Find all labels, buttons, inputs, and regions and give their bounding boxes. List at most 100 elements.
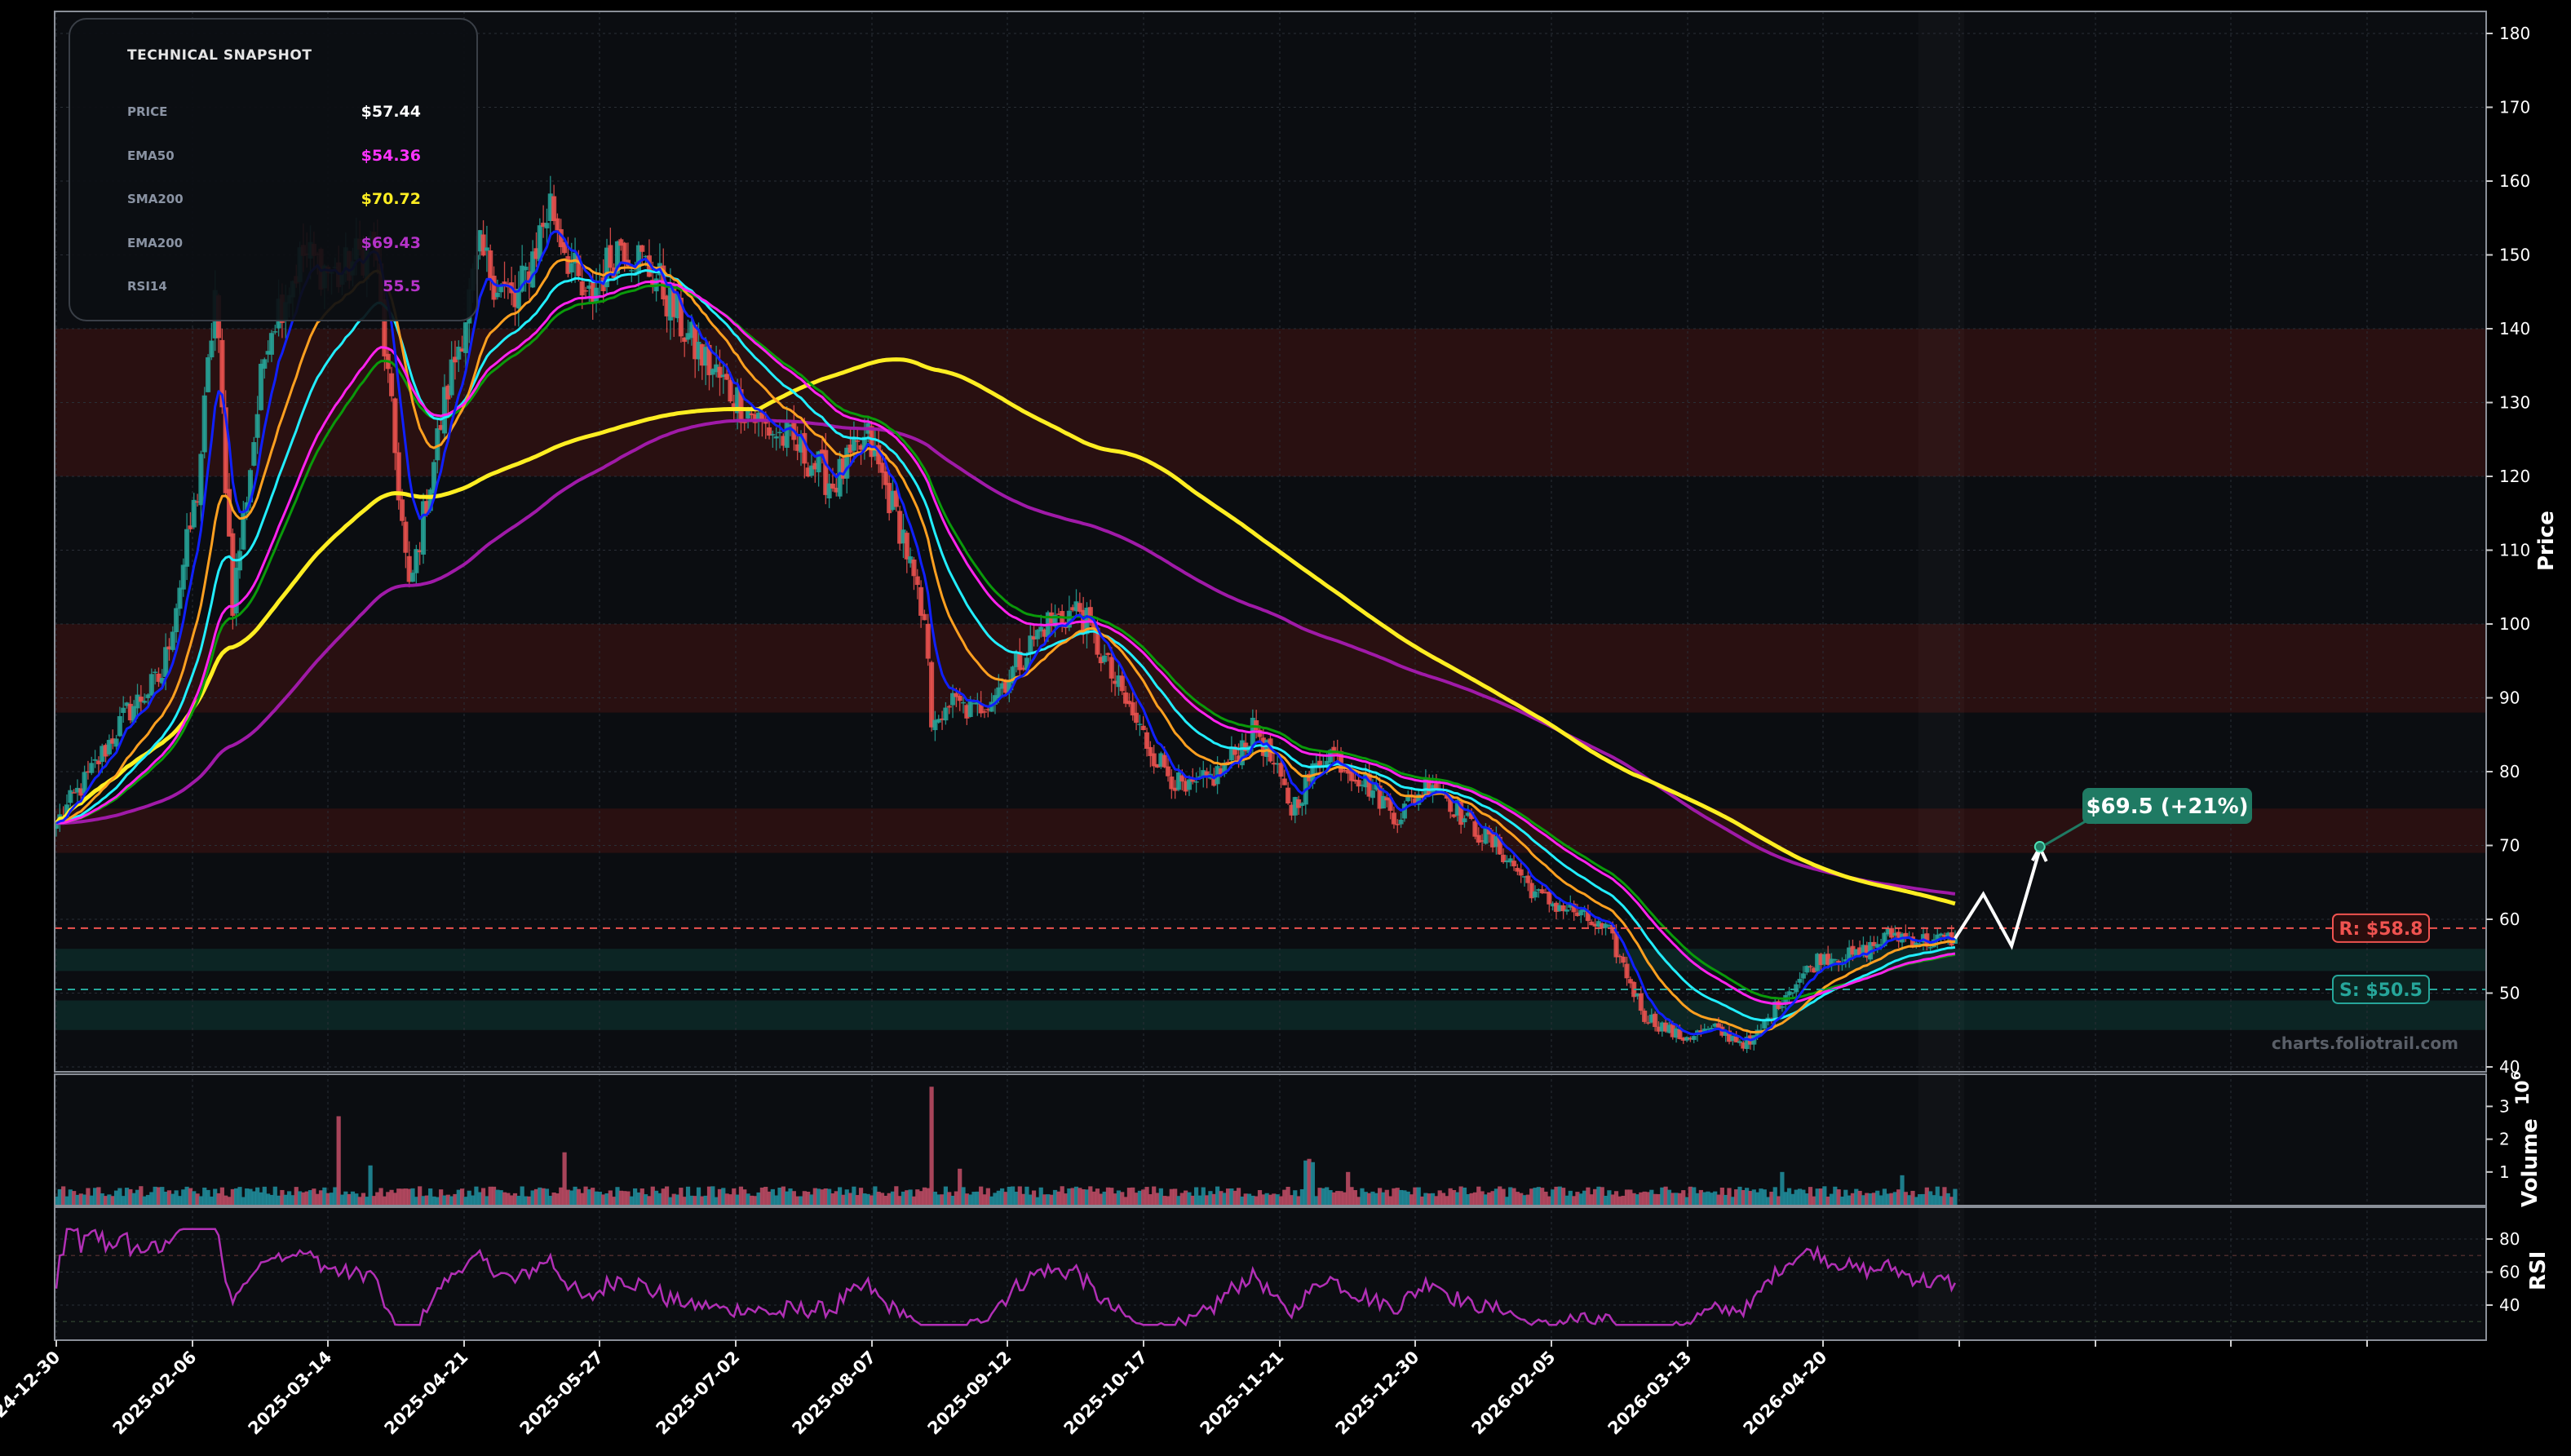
- volume-bar: [1405, 1191, 1410, 1205]
- candle-body: [643, 255, 648, 258]
- volume-bar: [1317, 1188, 1322, 1205]
- volume-bar: [1335, 1191, 1340, 1205]
- current-period-band: [1918, 11, 1964, 1340]
- volume-bar: [1719, 1187, 1724, 1205]
- volume-bar: [1882, 1188, 1887, 1205]
- volume-bar: [86, 1188, 91, 1205]
- volume-bar: [160, 1187, 165, 1205]
- volume-bar: [392, 1193, 397, 1205]
- candle-body: [251, 442, 257, 466]
- price-tick-label: 180: [2499, 24, 2530, 43]
- volume-bar: [54, 1196, 59, 1205]
- volume-bar: [1759, 1188, 1763, 1205]
- candle-body: [830, 483, 835, 489]
- candle-body: [1504, 860, 1510, 863]
- rsi-tick-label: 80: [2499, 1229, 2520, 1249]
- volume-bar: [1137, 1190, 1142, 1205]
- candle-body: [435, 428, 440, 461]
- x-tick-label: 2026-03-13: [1604, 1348, 1696, 1439]
- volume-bar: [887, 1193, 892, 1205]
- candle-body: [124, 702, 130, 706]
- candle-body: [1603, 923, 1609, 928]
- volume-bar: [1264, 1193, 1269, 1205]
- volume-bar: [1945, 1193, 1950, 1205]
- candle-body: [1550, 903, 1555, 907]
- volume-bar: [932, 1191, 938, 1205]
- volume-bar: [897, 1196, 902, 1205]
- volume-bar: [435, 1197, 440, 1205]
- volume-bar: [516, 1196, 521, 1205]
- volume-bar: [809, 1194, 814, 1205]
- candle-body: [191, 499, 197, 528]
- candle-body: [1829, 958, 1834, 967]
- volume-bar: [198, 1196, 204, 1205]
- support-label-text: S: $50.5: [2339, 980, 2423, 1001]
- volume-bar: [785, 1191, 790, 1205]
- volume-bar: [1727, 1188, 1732, 1205]
- candle-body: [512, 289, 518, 308]
- candle-body: [922, 613, 927, 621]
- candle-body: [494, 292, 500, 298]
- candle-body: [1151, 753, 1157, 767]
- volume-bar: [1801, 1189, 1806, 1205]
- volume-bar: [763, 1187, 768, 1205]
- candle-body: [770, 434, 776, 436]
- volume-bar: [774, 1195, 779, 1205]
- candle-body: [1172, 787, 1178, 791]
- volume-axis-title: Volume: [2518, 1118, 2542, 1207]
- volume-bar: [533, 1188, 539, 1205]
- volume-bar: [453, 1193, 458, 1205]
- volume-bar: [1861, 1195, 1866, 1205]
- volume-bar: [926, 1188, 931, 1205]
- candle-body: [449, 359, 454, 396]
- volume-bar: [858, 1188, 864, 1205]
- volume-bar: [1769, 1192, 1774, 1205]
- volume-bar: [1201, 1187, 1206, 1205]
- volume-bar: [901, 1191, 906, 1205]
- candle-body: [145, 694, 151, 698]
- volume-bar: [286, 1191, 292, 1205]
- candle-body: [148, 674, 154, 696]
- volume-bar: [728, 1194, 733, 1205]
- candle-body: [1896, 932, 1901, 942]
- volume-bar: [1250, 1195, 1255, 1205]
- candle-body: [1715, 1023, 1722, 1028]
- candle-body: [1888, 927, 1895, 938]
- volume-bar: [982, 1194, 987, 1205]
- volume-bar: [96, 1187, 101, 1205]
- volume-bar: [1624, 1189, 1630, 1205]
- candle-body: [1486, 828, 1492, 834]
- volume-bar: [1706, 1191, 1710, 1205]
- candle-body: [1190, 778, 1196, 782]
- volume-bar: [1123, 1197, 1128, 1205]
- candle-body: [1663, 1022, 1669, 1032]
- candle-body: [604, 247, 610, 288]
- volume-bar: [1762, 1189, 1767, 1205]
- candle-body: [1042, 629, 1047, 637]
- volume-bar: [1698, 1189, 1703, 1205]
- volume-bar: [315, 1193, 320, 1205]
- volume-bar: [791, 1191, 796, 1205]
- candle-body: [887, 483, 892, 514]
- candle-body: [1737, 1041, 1743, 1043]
- candle-body: [1183, 781, 1188, 792]
- candle-body: [1635, 993, 1640, 997]
- snapshot-label: EMA50: [127, 148, 175, 163]
- volume-bar: [873, 1186, 878, 1205]
- candle-body: [1013, 653, 1019, 667]
- candle-body: [1542, 892, 1549, 894]
- candle-body: [459, 348, 465, 352]
- volume-bar: [1346, 1171, 1351, 1205]
- volume-bar: [1155, 1193, 1160, 1205]
- candle-body: [1222, 763, 1228, 774]
- volume-bar: [297, 1191, 303, 1205]
- candle-body: [1885, 928, 1891, 935]
- volume-bar: [985, 1188, 990, 1205]
- volume-bar: [1105, 1187, 1111, 1205]
- volume-bar: [259, 1192, 263, 1205]
- candle-body: [1384, 797, 1390, 801]
- candle-body: [696, 342, 701, 360]
- price-tick-label: 110: [2499, 541, 2530, 560]
- volume-bar: [1208, 1191, 1213, 1205]
- candle-body: [1377, 786, 1383, 809]
